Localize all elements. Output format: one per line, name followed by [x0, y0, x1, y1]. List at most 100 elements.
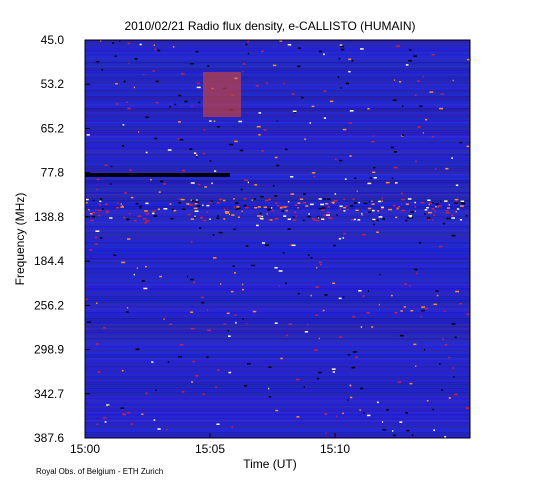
- spectrum-row: [85, 222, 470, 224]
- spectrum-burst: [426, 206, 429, 209]
- spectrum-row: [85, 424, 470, 426]
- spectrum-row: [85, 154, 470, 156]
- spectrum-burst: [352, 315, 356, 318]
- spectrum-burst: [298, 47, 301, 49]
- spectrum-burst: [232, 265, 235, 267]
- spectrum-row: [85, 76, 470, 78]
- spectrum-burst: [139, 43, 142, 46]
- spectrum-burst: [279, 40, 283, 42]
- spectrum-burst: [427, 199, 431, 202]
- spectrum-burst: [348, 58, 352, 61]
- spectrum-row: [85, 256, 470, 258]
- spectrum-burst: [96, 302, 98, 304]
- spectrum-burst: [311, 172, 316, 174]
- spectrum-row: [85, 130, 470, 132]
- spectrum-burst: [461, 202, 466, 205]
- spectrum-burst: [122, 413, 127, 416]
- spectrum-burst: [395, 45, 399, 48]
- spectrum-row: [85, 356, 470, 358]
- spectrum-burst: [291, 93, 295, 95]
- spectrum-burst: [317, 216, 320, 219]
- spectrum-burst: [197, 201, 199, 203]
- spectrum-row: [85, 270, 470, 272]
- spectrum-burst: [152, 70, 155, 72]
- spectrum-burst: [416, 272, 418, 275]
- spectrum-burst: [104, 203, 108, 206]
- spectrum-row: [85, 162, 470, 164]
- spectrum-row: [85, 68, 470, 70]
- spectrum-burst: [349, 155, 352, 157]
- spectrum-burst: [195, 375, 199, 377]
- spectrum-burst: [344, 178, 347, 180]
- spectrum-burst: [421, 309, 425, 312]
- spectrum-row: [85, 200, 470, 202]
- spectrum-row: [85, 262, 470, 264]
- spectrum-burst: [276, 204, 280, 207]
- spectrum-burst: [454, 198, 459, 201]
- spectrum-burst: [238, 120, 243, 123]
- spectrum-burst: [282, 252, 285, 254]
- spectrum-burst: [200, 296, 204, 299]
- spectrum-burst: [397, 45, 401, 47]
- spectrum-burst: [263, 129, 267, 131]
- spectrum-burst: [379, 273, 381, 276]
- spectrum-burst: [86, 134, 90, 136]
- spectrum-row: [85, 340, 470, 342]
- spectrum-burst: [96, 343, 100, 345]
- spectrum-burst: [362, 295, 365, 297]
- spectrum-burst: [321, 218, 325, 220]
- spectrum-row: [85, 434, 470, 436]
- spectrum-burst: [348, 122, 353, 124]
- spectrum-burst: [194, 210, 199, 212]
- spectrum-burst: [422, 132, 424, 134]
- spectrum-burst: [414, 210, 416, 213]
- spectrum-burst: [145, 151, 148, 154]
- spectrum-burst: [190, 218, 195, 220]
- spectrum-burst: [369, 177, 373, 179]
- spectrum-burst: [324, 413, 328, 415]
- spectrum-burst: [134, 219, 137, 222]
- spectrum-burst: [345, 82, 350, 85]
- spectrum-burst: [106, 212, 108, 214]
- spectrum-burst: [260, 217, 264, 220]
- spectrum-burst: [152, 210, 156, 212]
- spectrum-burst: [349, 396, 353, 399]
- spectrum-burst: [285, 205, 289, 208]
- spectrum-burst: [454, 202, 459, 204]
- spectrum-burst: [436, 206, 438, 209]
- spectrum-burst: [195, 50, 199, 53]
- spectrum-burst: [401, 203, 403, 206]
- spectrum-burst: [409, 382, 413, 385]
- spectrum-burst: [339, 208, 341, 210]
- spectrum-burst: [194, 201, 197, 203]
- spectrum-burst: [313, 175, 316, 178]
- spectrum-burst: [322, 309, 325, 312]
- spectrum-row: [85, 138, 470, 140]
- spectrum-burst: [349, 110, 354, 112]
- spectrum-row: [85, 230, 470, 232]
- spectrum-burst: [113, 254, 117, 257]
- spectrum-burst: [172, 46, 175, 48]
- spectrum-burst: [289, 244, 293, 246]
- spectrum-burst: [431, 135, 435, 138]
- spectrum-burst: [216, 217, 220, 220]
- spectrum-burst: [109, 217, 113, 219]
- spectrum-row: [85, 128, 470, 130]
- spectrum-row: [85, 72, 470, 74]
- spectrum-row: [85, 252, 470, 254]
- spectrum-burst: [337, 76, 340, 78]
- spectrum-burst: [226, 312, 230, 315]
- spectrum-burst: [376, 231, 379, 234]
- spectrum-burst: [194, 215, 196, 218]
- spectrum-burst: [223, 208, 226, 210]
- spectrum-burst: [192, 281, 196, 284]
- spectrum-burst: [191, 105, 193, 107]
- spectrum-burst: [418, 242, 421, 244]
- spectrum-burst: [102, 417, 107, 419]
- spectrum-burst: [103, 327, 106, 329]
- spectrum-burst: [361, 233, 366, 236]
- spectrum-row: [85, 290, 470, 292]
- spectrum-burst: [407, 216, 411, 219]
- spectrum-burst: [115, 83, 118, 85]
